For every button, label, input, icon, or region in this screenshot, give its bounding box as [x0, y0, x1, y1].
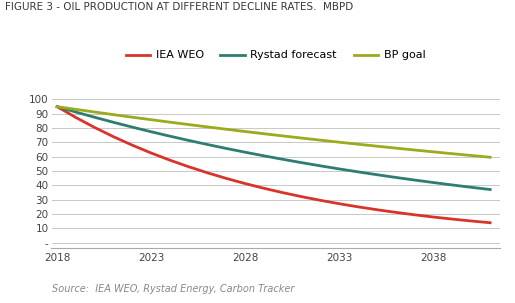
Rystad forecast — [224, 147, 230, 150]
Rystad forecast — [299, 161, 305, 165]
Rystad forecast — [450, 183, 456, 187]
Rystad forecast — [92, 115, 98, 119]
IEA WEO — [431, 215, 437, 219]
IEA WEO — [148, 151, 154, 155]
Rystad forecast — [280, 158, 286, 161]
BP goal — [186, 123, 192, 126]
BP goal — [129, 115, 135, 119]
Rystad forecast — [336, 167, 342, 171]
Rystad forecast — [261, 154, 267, 158]
IEA WEO — [73, 116, 79, 119]
BP goal — [468, 154, 474, 157]
Text: FIGURE 3 - OIL PRODUCTION AT DIFFERENT DECLINE RATES.  MBPD: FIGURE 3 - OIL PRODUCTION AT DIFFERENT D… — [5, 2, 353, 12]
Rystad forecast — [129, 125, 135, 129]
IEA WEO — [167, 158, 173, 162]
Rystad forecast — [468, 185, 474, 189]
IEA WEO — [299, 195, 305, 198]
Rystad forecast — [73, 110, 79, 114]
Rystad forecast — [393, 176, 399, 179]
IEA WEO — [355, 205, 362, 209]
IEA WEO — [204, 171, 211, 175]
IEA WEO — [336, 202, 342, 206]
Rystad forecast — [355, 170, 362, 174]
BP goal — [111, 113, 117, 116]
BP goal — [73, 108, 79, 111]
Rystad forecast — [111, 121, 117, 124]
BP goal — [487, 155, 493, 159]
Rystad forecast — [167, 135, 173, 138]
IEA WEO — [468, 219, 474, 223]
BP goal — [224, 128, 230, 131]
Rystad forecast — [318, 164, 324, 168]
BP goal — [54, 105, 60, 108]
BP goal — [261, 132, 267, 135]
BP goal — [243, 130, 249, 133]
IEA WEO — [487, 221, 493, 225]
Rystad forecast — [243, 151, 249, 154]
BP goal — [167, 120, 173, 124]
IEA WEO — [111, 135, 117, 138]
Rystad forecast — [204, 143, 211, 146]
BP goal — [393, 146, 399, 150]
BP goal — [148, 118, 154, 122]
Line: BP goal: BP goal — [57, 107, 490, 157]
Rystad forecast — [431, 181, 437, 185]
Line: IEA WEO: IEA WEO — [57, 107, 490, 223]
IEA WEO — [243, 182, 249, 185]
Legend: IEA WEO, Rystad forecast, BP goal: IEA WEO, Rystad forecast, BP goal — [121, 46, 430, 65]
BP goal — [374, 145, 380, 148]
IEA WEO — [54, 105, 60, 108]
IEA WEO — [374, 208, 380, 211]
BP goal — [412, 148, 418, 152]
BP goal — [336, 140, 342, 144]
Rystad forecast — [148, 130, 154, 134]
IEA WEO — [280, 191, 286, 195]
Rystad forecast — [374, 173, 380, 177]
IEA WEO — [261, 187, 267, 190]
IEA WEO — [92, 126, 98, 129]
Rystad forecast — [54, 105, 60, 108]
Text: Source:  IEA WEO, Rystad Energy, Carbon Tracker: Source: IEA WEO, Rystad Energy, Carbon T… — [52, 284, 294, 294]
IEA WEO — [450, 217, 456, 221]
Line: Rystad forecast: Rystad forecast — [57, 107, 490, 189]
Rystad forecast — [487, 188, 493, 191]
BP goal — [355, 142, 362, 146]
IEA WEO — [412, 213, 418, 217]
BP goal — [204, 125, 211, 129]
BP goal — [92, 110, 98, 114]
BP goal — [318, 138, 324, 142]
Rystad forecast — [412, 178, 418, 182]
Rystad forecast — [186, 139, 192, 142]
BP goal — [431, 150, 437, 154]
IEA WEO — [186, 165, 192, 169]
IEA WEO — [224, 177, 230, 180]
IEA WEO — [129, 143, 135, 147]
BP goal — [280, 134, 286, 138]
BP goal — [299, 136, 305, 140]
IEA WEO — [393, 211, 399, 214]
BP goal — [450, 152, 456, 155]
IEA WEO — [318, 198, 324, 202]
